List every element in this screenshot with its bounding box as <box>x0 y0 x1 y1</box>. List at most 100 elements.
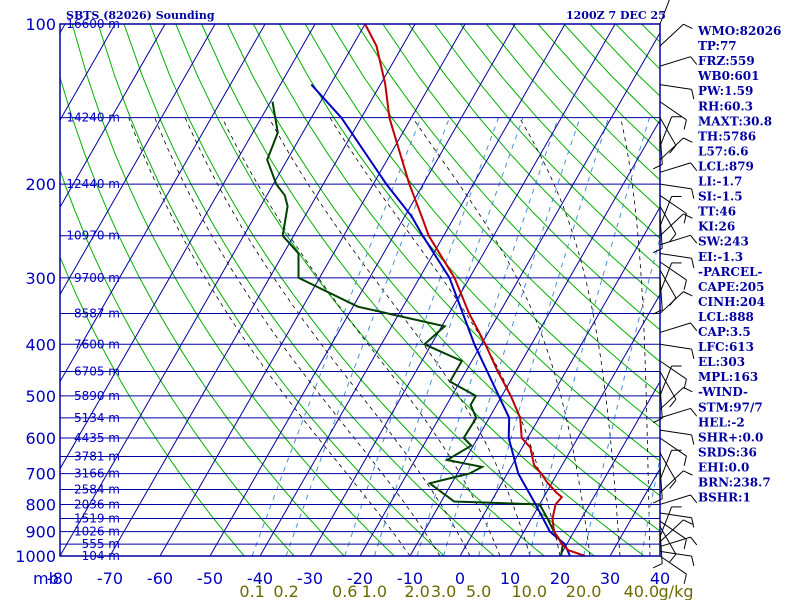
wind-barb <box>659 365 673 397</box>
wind-barb-flag <box>683 378 687 389</box>
isotherm-line <box>60 24 216 296</box>
wind-barb <box>659 195 687 214</box>
isotherm-line <box>60 24 166 209</box>
index-value: SRDS:36 <box>698 445 757 459</box>
dry-adiabat <box>97 24 445 556</box>
wind-barb-flag <box>669 145 677 154</box>
wind-barb <box>659 162 691 173</box>
wind-barb-flag <box>653 498 663 504</box>
height-tick-label: 14240 m <box>66 111 120 125</box>
wind-barb-flag <box>691 556 695 566</box>
moist-adiabat <box>412 117 591 556</box>
mixing-ratio-line <box>285 117 450 556</box>
index-value: TH:5786 <box>698 129 756 143</box>
wind-barb <box>659 506 673 537</box>
mixing-ratio-line <box>528 117 650 556</box>
temperature-tick-label: 40 <box>650 569 670 588</box>
wind-barb <box>659 213 684 237</box>
mixing-ratio-line <box>251 117 422 556</box>
height-tick-label: 8587 m <box>74 306 120 320</box>
wind-barb <box>659 117 677 146</box>
wind-barb-flag <box>653 309 663 315</box>
wind-barb <box>659 291 684 314</box>
wind-barb <box>659 343 692 350</box>
mixing-ratio-lines <box>251 117 660 556</box>
wind-barb-flag <box>653 247 663 254</box>
index-value: HEL:-2 <box>698 415 745 429</box>
mixing-ratio-unit-label: g/kg <box>659 582 694 600</box>
index-value: LCL:879 <box>698 159 754 173</box>
index-value: TP:77 <box>698 39 737 53</box>
moist-adiabat <box>329 117 561 556</box>
temperature-tick-label: -20 <box>347 569 373 588</box>
isotherm-line <box>60 24 116 122</box>
wind-barb <box>659 234 691 246</box>
moist-adiabat <box>184 117 471 556</box>
wind-barb <box>659 450 673 481</box>
wind-barb <box>659 555 687 575</box>
moist-adiabat <box>680 118 691 556</box>
wind-barb-flag <box>690 234 698 244</box>
moist-adiabat <box>519 117 621 556</box>
mixing-ratio-tick-label: 40.0 <box>624 582 660 600</box>
wind-barb <box>659 452 677 481</box>
wind-barb <box>659 101 687 121</box>
dry-adiabat <box>71 24 395 556</box>
wind-barb-flag <box>691 348 695 359</box>
mixing-ratio-tick-label: 0.2 <box>273 582 298 600</box>
moist-adiabat <box>221 117 501 556</box>
wind-barb-flag <box>691 188 695 199</box>
index-value: EI:-1.3 <box>698 250 743 264</box>
pressure-tick-label: 400 <box>25 335 56 354</box>
wind-barb <box>659 429 692 436</box>
wind-barb-flag <box>683 137 693 143</box>
temperature-tick-label: -50 <box>197 569 223 588</box>
dewpoint-line <box>266 101 564 556</box>
index-value: EHI:0.0 <box>698 460 749 474</box>
mixing-ratio-line <box>478 117 609 556</box>
wind-barb <box>659 56 691 67</box>
wind-barb-flag <box>653 164 663 170</box>
wind-barb-flag <box>683 455 687 466</box>
height-tick-label: 12440 m <box>66 177 120 191</box>
height-tick-label: 5890 m <box>74 389 120 403</box>
wind-barb <box>659 322 691 333</box>
wind-barb <box>659 216 663 249</box>
moist-adiabat <box>620 117 651 556</box>
pressure-tick-label: 1000 <box>15 547 56 566</box>
temperature-tick-label: -70 <box>97 569 123 588</box>
index-value: SI:-1.5 <box>698 190 743 204</box>
mixing-ratio-tick-label: 2.0 <box>404 582 429 600</box>
height-tick-label: 2584 m <box>74 483 120 497</box>
temperature-tick-label: 0 <box>455 569 465 588</box>
wind-barb <box>659 437 687 457</box>
height-tick-label: 7600 m <box>74 337 120 351</box>
isotherm-line <box>60 24 366 556</box>
isobar-isotherm-grid <box>60 24 660 556</box>
temperature-tick-label: 30 <box>600 569 620 588</box>
index-value: WB0:601 <box>697 69 759 83</box>
wind-barb <box>659 196 673 227</box>
height-tick-label: 9700 m <box>74 271 120 285</box>
index-value: WMO:82026 <box>697 24 781 38</box>
chart-title: SBTS (82026) Sounding <box>66 9 215 22</box>
moist-adiabat <box>268 117 531 556</box>
index-value: SHR+:0.0 <box>698 430 763 444</box>
wind-barb <box>659 371 677 400</box>
index-value: SW:243 <box>698 235 749 249</box>
height-tick-label: 3781 m <box>74 449 120 463</box>
index-value: LI:-1.7 <box>698 175 742 189</box>
index-value: FRZ:559 <box>698 54 755 68</box>
dry-adiabat <box>175 24 595 556</box>
wind-barb-flag <box>690 56 698 65</box>
height-tick-label: 2036 m <box>74 497 120 511</box>
temperature-tick-label: -60 <box>147 569 173 588</box>
wind-barb-flag <box>691 258 695 269</box>
wind-barb-flag <box>691 89 695 100</box>
mixing-ratio-line <box>373 117 524 556</box>
wind-barb <box>659 494 691 505</box>
index-value: CAP:3.5 <box>698 325 751 339</box>
index-value: TT:46 <box>698 205 736 219</box>
moist-adiabat <box>154 117 441 556</box>
